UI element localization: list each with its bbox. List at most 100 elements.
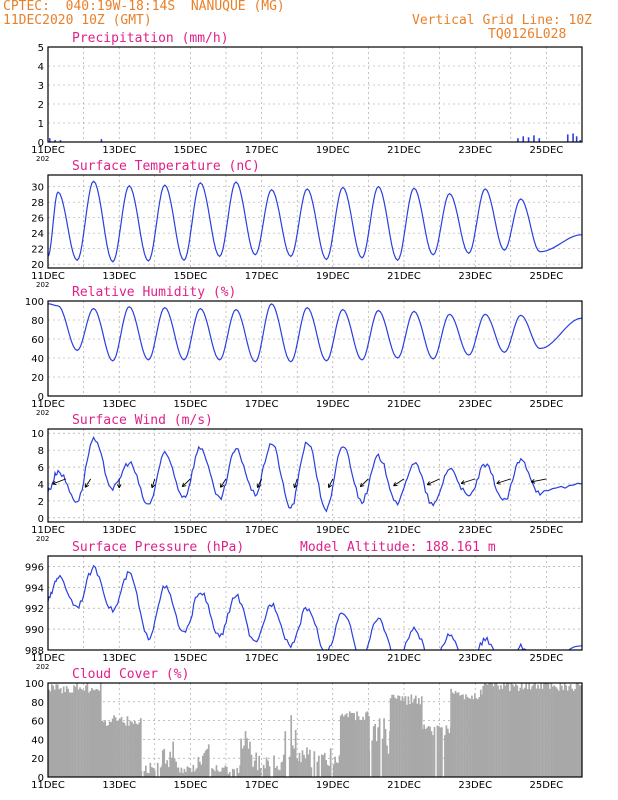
cloud-bar xyxy=(297,761,299,777)
cloud-bar xyxy=(503,683,505,777)
cloud-bar xyxy=(525,683,528,777)
y-tick-label: 10 xyxy=(31,429,44,440)
cloud-bar xyxy=(291,745,294,777)
panel-0: 0 1 2 3 4 5 11DEC 13DEC 15DEC 17DEC 19DEC 21DEC 23DE… xyxy=(31,31,583,163)
cloud-bar xyxy=(323,752,326,777)
y-tick-label: 3 xyxy=(38,81,44,92)
cloud-bar xyxy=(357,716,360,777)
cloud-bar xyxy=(139,718,142,777)
wind-arrow xyxy=(52,478,66,486)
cloud-bar xyxy=(156,762,159,777)
cloud-bar xyxy=(104,720,107,777)
cloud-bar xyxy=(523,687,526,777)
cloud-bar xyxy=(430,731,433,777)
cloud-bar xyxy=(268,766,271,777)
cloud-bar xyxy=(188,767,190,777)
x-tick-label: 19DEC xyxy=(316,780,350,791)
x-tick-label: 23DEC xyxy=(458,399,492,410)
cloud-bar xyxy=(206,748,209,777)
cloud-bar xyxy=(123,722,126,777)
panel-1: 20 22 24 26 28 30 11DEC 13DEC 15DEC 17DEC 19DEC 21D… xyxy=(31,159,583,289)
cloud-bar xyxy=(273,755,275,777)
cloud-bar xyxy=(557,690,560,777)
cloud-bar xyxy=(189,768,192,777)
wind-arrow xyxy=(327,478,334,488)
cloud-bar xyxy=(513,686,516,777)
y-tick-label: 28 xyxy=(31,198,44,209)
cloud-bar xyxy=(135,723,138,777)
panel-5: 0 20 40 60 80 100 11DEC 13DEC 15DEC 17DEC 19DEC 21D… xyxy=(25,667,583,791)
cloud-bar xyxy=(488,683,490,777)
precip-bar xyxy=(522,136,525,142)
y-tick-label: 100 xyxy=(25,679,44,690)
cloud-bar xyxy=(392,694,395,777)
x-tick-label: 17DEC xyxy=(245,145,279,156)
x-tick-label: 17DEC xyxy=(245,525,279,536)
cloud-bar xyxy=(448,732,451,777)
cloud-bar xyxy=(506,683,508,777)
cloud-bar xyxy=(509,691,511,777)
cloud-bar xyxy=(250,768,253,777)
cloud-bar xyxy=(163,748,166,777)
cloud-bar xyxy=(74,686,77,777)
cloud-bar xyxy=(559,683,562,777)
cloud-bar xyxy=(265,757,268,777)
cloud-bar xyxy=(125,725,127,777)
cloud-bar xyxy=(520,683,523,777)
x-tick-label: 21DEC xyxy=(387,271,421,282)
cloud-bar xyxy=(264,768,266,777)
cloud-bar xyxy=(363,719,366,777)
cloud-bar xyxy=(345,713,348,777)
cloud-bar xyxy=(383,718,385,777)
cloud-bar xyxy=(61,693,64,777)
cloud-bar xyxy=(338,755,341,777)
cloud-bar xyxy=(59,688,62,777)
cloud-bar xyxy=(137,724,139,777)
cloud-bar xyxy=(432,735,434,777)
cloud-bar xyxy=(116,720,118,777)
cloud-bar xyxy=(95,688,98,777)
cloud-bar xyxy=(86,683,89,777)
cloud-bar xyxy=(368,716,370,777)
x-tick-label: 21DEC xyxy=(387,653,421,664)
cloud-bar xyxy=(387,753,390,777)
cloud-bar xyxy=(306,747,308,777)
cloud-bar xyxy=(368,750,371,777)
cloud-bar xyxy=(159,767,162,777)
wind-arrow xyxy=(530,478,547,484)
cloud-bar xyxy=(552,686,554,777)
cloud-bar xyxy=(217,770,219,777)
cloud-bar xyxy=(462,694,464,777)
cloud-bar xyxy=(99,683,102,777)
cloud-bar xyxy=(49,691,52,777)
cloud-bar xyxy=(200,764,203,777)
x-tick-label: 19DEC xyxy=(316,271,350,282)
cloud-bar xyxy=(226,766,228,777)
cloud-bar xyxy=(179,772,181,777)
cloud-bar xyxy=(566,690,569,777)
cloud-bar xyxy=(445,725,448,777)
cloud-bar xyxy=(284,731,287,777)
cloud-bar xyxy=(167,767,170,777)
cloud-bar xyxy=(354,720,357,777)
x-tick-label: 15DEC xyxy=(174,399,208,410)
cloud-bar xyxy=(389,698,392,777)
cloud-bar xyxy=(197,757,200,777)
series-line xyxy=(48,303,582,363)
x-tick-label: 23DEC xyxy=(458,653,492,664)
x-tick-label: 13DEC xyxy=(102,145,136,156)
cloud-bar xyxy=(218,771,221,777)
cloud-bar xyxy=(290,715,293,777)
wind-arrow xyxy=(359,478,369,488)
cloud-bar xyxy=(497,685,499,777)
precip-bar xyxy=(572,133,574,142)
cloud-bar xyxy=(410,694,413,777)
cloud-bar xyxy=(519,687,522,777)
cloud-bar xyxy=(241,748,244,777)
cloud-bar xyxy=(478,697,481,777)
cloud-bar xyxy=(298,752,301,777)
cloud-bar xyxy=(131,721,133,777)
panel-2: 0 20 40 60 80 100 11DEC 13DEC 15DEC 17DEC 19DEC 21D… xyxy=(25,285,583,417)
cloud-bar xyxy=(421,729,424,777)
x-tick-label: 11DEC xyxy=(31,780,65,791)
